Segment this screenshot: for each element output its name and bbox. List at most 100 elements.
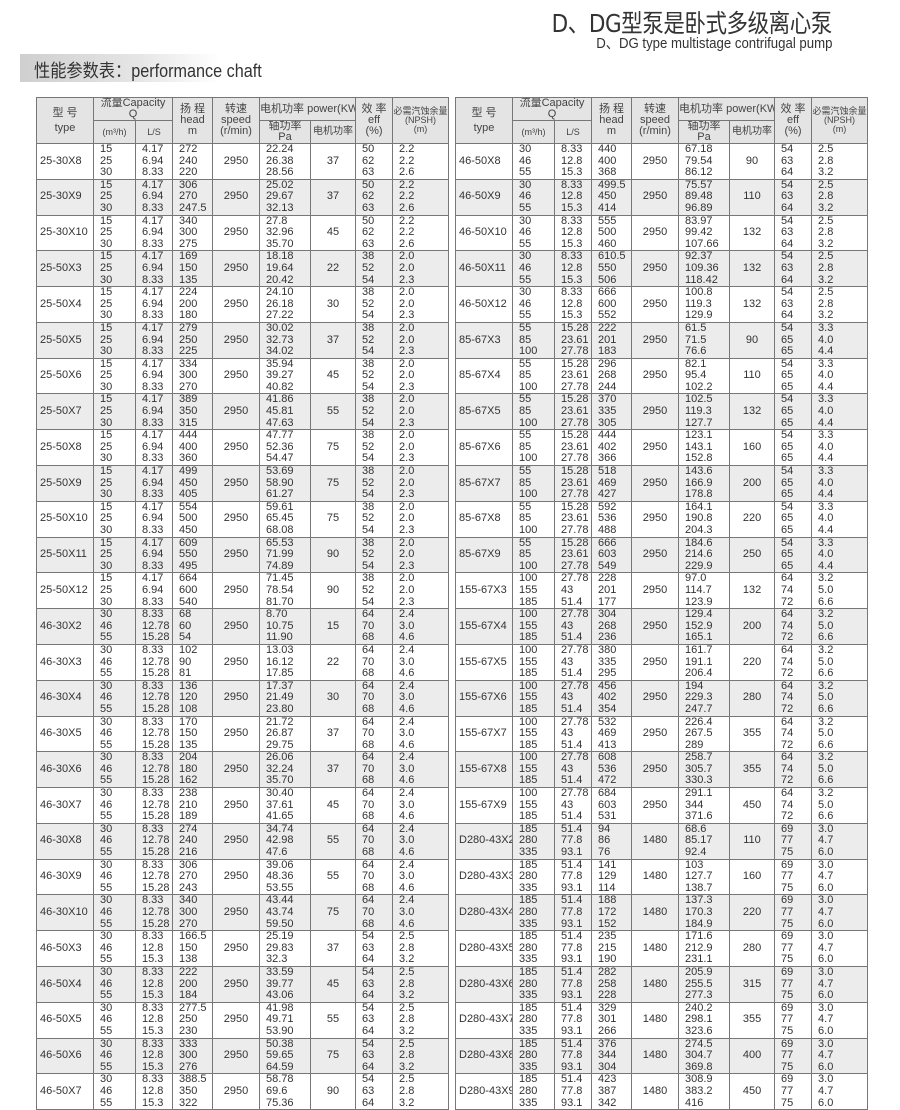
cell-type: 85-67X5 xyxy=(455,393,513,431)
value-ls: 15.28 xyxy=(561,393,589,406)
value-npsh: 5.0 xyxy=(818,655,834,668)
value-npsh: 2.5 xyxy=(818,143,834,155)
value-head: 152 xyxy=(598,917,617,930)
value-pa: 102.2 xyxy=(685,380,713,393)
value-npsh: 3.0 xyxy=(399,655,415,668)
cell-motor: 355 xyxy=(729,715,776,753)
table-row: 25-50X8 15 25 30 4.17 6.94 8.33 444 400 360 2950… xyxy=(36,429,450,467)
cell-type: 25-30X9 xyxy=(36,178,94,216)
cell-type: 25-30X8 xyxy=(36,143,94,180)
value-q: 15 xyxy=(100,465,113,478)
cell-motor: 315 xyxy=(729,965,776,1003)
cell-pa: 53.69 58.90 61.27 xyxy=(259,465,312,502)
cell-q: 15 25 30 xyxy=(93,178,136,216)
value-ls: 93.1 xyxy=(561,846,583,859)
table-row: 25-30X8 15 25 30 4.17 6.94 8.33 272 240 220 2950… xyxy=(36,143,450,180)
col-npsh: 必需汽蚀余量 (NPSH) (m) xyxy=(811,97,869,144)
value-eff: 77 xyxy=(781,1084,794,1097)
cell-q: 30 46 55 xyxy=(512,286,555,323)
col-shaft-power: 轴功率 Pa xyxy=(259,120,312,144)
value-ls: 23.61 xyxy=(561,405,589,418)
value-ls: 15.28 xyxy=(561,465,589,478)
cell-ls: 15.28 23.61 27.78 xyxy=(553,536,593,574)
value-eff: 54 xyxy=(362,488,375,501)
value-q: 85 xyxy=(519,405,532,418)
value-pa: 178.8 xyxy=(685,488,713,501)
value-npsh: 2.3 xyxy=(399,273,415,286)
value-ls: 12.78 xyxy=(142,655,170,668)
value-ls: 15.28 xyxy=(142,631,170,644)
value-npsh: 2.2 xyxy=(399,226,415,239)
cell-head: 274 240 216 xyxy=(172,822,214,860)
value-q: 100 xyxy=(519,416,538,429)
cell-pa: 33.59 39.77 43.06 xyxy=(259,965,312,1003)
cell-type: D280-43X6 xyxy=(455,965,513,1003)
col-eff: 效 率 eff (%) xyxy=(355,97,394,144)
value-head: 342 xyxy=(598,1096,617,1109)
cell-head: 334 300 270 xyxy=(172,357,214,395)
title-english: D、DG type multistage contrifugal pump xyxy=(595,35,832,52)
cell-q: 185 280 335 xyxy=(512,965,555,1003)
value-head: 216 xyxy=(179,846,198,859)
value-ls: 43 xyxy=(561,583,574,596)
value-ls: 6.94 xyxy=(142,226,164,239)
value-pa: 29.83 xyxy=(266,941,294,954)
cell-speed: 2950 xyxy=(212,357,261,395)
value-ls: 12.8 xyxy=(142,977,164,990)
value-eff: 54 xyxy=(362,416,375,429)
cell-pa: 58.78 69.6 75.36 xyxy=(259,1073,312,1110)
value-ls: 23.61 xyxy=(561,333,589,346)
cell-npsh: 2.4 3.0 4.6 xyxy=(392,894,450,932)
cell-head: 340 300 275 xyxy=(172,214,214,252)
cell-head: 610.5 550 506 xyxy=(591,250,633,288)
value-eff: 54 xyxy=(362,595,375,608)
value-pa: 35.94 xyxy=(266,358,294,370)
value-head: 236 xyxy=(598,631,617,644)
value-pa: 71.45 xyxy=(266,572,294,585)
value-ls: 8.33 xyxy=(142,524,164,536)
value-ls: 27.78 xyxy=(561,787,589,800)
value-pa: 53.69 xyxy=(266,465,294,478)
value-q: 335 xyxy=(519,1024,538,1037)
cell-eff: 54 63 64 xyxy=(774,214,813,252)
value-eff: 65 xyxy=(781,405,794,418)
value-head: 609 xyxy=(179,537,198,549)
value-q: 55 xyxy=(519,237,532,250)
value-pa: 96.89 xyxy=(685,201,713,214)
value-head: 276 xyxy=(179,1060,198,1073)
value-q: 15 xyxy=(100,286,113,299)
value-npsh: 3.2 xyxy=(818,273,834,286)
value-head: 277.5 xyxy=(179,1002,207,1014)
value-ls: 43 xyxy=(561,762,574,775)
value-pa: 26.18 xyxy=(266,297,294,310)
cell-ls: 4.17 6.94 8.33 xyxy=(134,214,174,252)
value-npsh: 4.4 xyxy=(818,524,834,536)
value-ls: 51.4 xyxy=(561,667,583,680)
value-ls: 12.8 xyxy=(561,190,583,203)
value-npsh: 2.0 xyxy=(399,429,415,442)
value-pa: 79.54 xyxy=(685,154,713,167)
value-ls: 15.28 xyxy=(561,358,589,370)
value-pa: 138.7 xyxy=(685,881,713,894)
cell-head: 169 150 135 xyxy=(172,250,214,288)
cell-type: 85-67X3 xyxy=(455,321,513,359)
cell-npsh: 2.2 2.2 2.6 xyxy=(392,143,450,180)
value-q: 155 xyxy=(519,691,538,704)
value-pa: 304.7 xyxy=(685,1049,713,1062)
table-row: D280-43X9 185 280 335 51.4 77.8 93.1 423 387 342… xyxy=(455,1073,869,1110)
cell-motor: 15 xyxy=(310,608,357,645)
value-pa: 43.44 xyxy=(266,894,294,907)
value-ls: 51.4 xyxy=(561,1038,583,1050)
value-npsh: 2.3 xyxy=(399,524,415,536)
cell-type: 46-30X6 xyxy=(36,751,94,789)
cell-q: 30 46 55 xyxy=(512,214,555,252)
cell-eff: 54 65 65 xyxy=(774,429,813,467)
cell-type: 85-67X4 xyxy=(455,357,513,395)
npsh-cn: 必需汽蚀余量 xyxy=(393,106,448,116)
title-chinese: D、DG型泵是卧式多级离心泵 xyxy=(551,9,833,38)
cell-speed: 2950 xyxy=(212,679,261,717)
cell-motor: 110 xyxy=(729,822,776,860)
cell-motor: 355 xyxy=(729,751,776,789)
value-pa: 47.63 xyxy=(266,416,294,429)
value-pa: 8.70 xyxy=(266,608,288,621)
